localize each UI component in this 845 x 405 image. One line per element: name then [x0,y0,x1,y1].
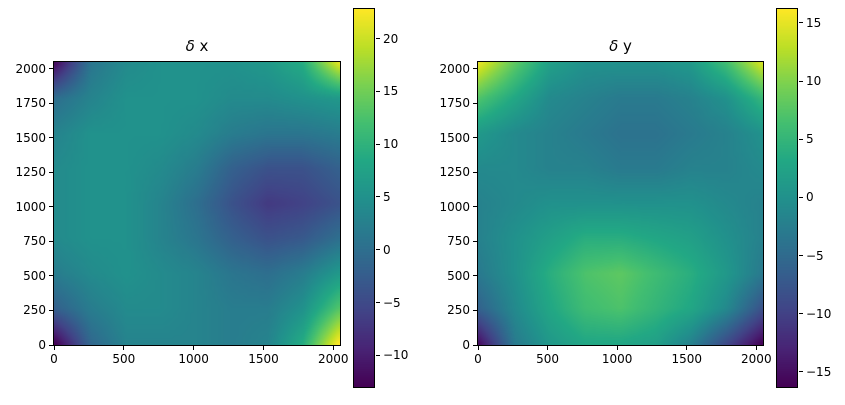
colorbar-tick-mark [376,143,380,145]
y-tick-mark [473,206,477,208]
y-tick-label: 1750 [15,96,46,111]
x-tick-label: 500 [112,352,136,366]
colorbar-tick-mark [799,196,803,198]
colorbar-tick-label: 0 [383,242,391,257]
y-tick-mark [473,344,477,346]
y-tick-label: 750 [447,234,470,249]
y-tick-mark [473,240,477,242]
plot-title-delta-x: δ x [54,37,340,55]
colorbar-tick-label: 15 [806,15,822,30]
y-tick-label: 2000 [439,61,470,76]
y-tick-mark [49,102,53,104]
colorbar-tick-label: 5 [383,189,391,204]
x-tick-label: 1000 [178,352,209,366]
colorbar-tick-label: 15 [383,84,399,99]
y-tick-mark [49,309,53,311]
y-tick-label: 0 [462,338,470,352]
y-tick-mark [49,275,53,277]
x-tick-label: 2000 [741,352,772,366]
y-tick-label: 1000 [439,199,470,214]
colorbar-tick-mark [799,255,803,257]
x-tick-label: 1000 [601,352,633,366]
y-tick-mark [473,68,477,70]
x-tick-mark [262,346,264,350]
y-tick-mark [473,275,477,277]
colorbar-tick-mark [799,22,803,24]
y-tick-mark [473,137,477,139]
y-tick-label: 1000 [15,199,46,214]
x-tick-mark [193,346,195,350]
delta-symbol: δ [609,37,619,55]
y-tick-label: 500 [23,268,46,283]
x-tick-label: 0 [474,352,482,366]
colorbar-tick-mark [376,249,380,251]
y-tick-label: 500 [447,268,470,283]
x-tick-mark [547,346,549,350]
y-tick-label: 1500 [439,130,470,145]
colorbar-tick-mark [376,196,380,198]
colorbar-tick-label: 10 [383,137,399,152]
y-tick-mark [473,309,477,311]
colorbar-tick-mark [376,38,380,40]
colorbar-tick-mark [799,371,803,373]
colorbar-tick-label: 5 [806,132,814,147]
colorbar-tick-label: 20 [383,31,399,46]
heatmap-delta-y [477,61,764,346]
colorbar-tick-mark [376,90,380,92]
y-tick-mark [49,137,53,139]
x-tick-label: 1500 [671,352,703,366]
x-tick-mark [123,346,125,350]
y-tick-label: 250 [447,303,470,318]
colorbar-tick-mark [799,313,803,315]
x-tick-label: 500 [536,352,560,366]
plot-title-suffix: x [194,37,209,55]
plot-title-delta-y: δ y [478,37,763,55]
y-tick-label: 1750 [439,96,470,111]
y-tick-label: 1250 [15,165,46,180]
y-tick-label: 0 [38,338,46,352]
y-tick-mark [49,344,53,346]
colorbar-tick-label: −5 [383,295,401,310]
x-tick-label: 0 [50,352,58,366]
x-tick-mark [686,346,688,350]
y-tick-mark [473,171,477,173]
colorbar-tick-label: −10 [383,348,409,363]
y-tick-mark [49,240,53,242]
y-tick-label: 1500 [15,130,46,145]
colorbar-tick-label: −10 [806,306,832,321]
plot-title-suffix: y [618,37,632,55]
delta-symbol: δ [185,37,195,55]
colorbar-delta-y [776,8,798,388]
colorbar-tick-label: 0 [806,190,814,205]
heatmap-delta-x [53,61,341,346]
colorbar-tick-mark [799,138,803,140]
y-tick-mark [473,102,477,104]
colorbar-tick-label: 10 [806,74,822,89]
x-tick-label: 2000 [318,352,349,366]
x-tick-mark [755,346,757,350]
colorbar-tick-mark [376,354,380,356]
colorbar-tick-mark [376,302,380,304]
colorbar-tick-mark [799,80,803,82]
colorbar-tick-label: −5 [806,248,824,263]
y-tick-mark [49,68,53,70]
y-tick-label: 250 [23,303,46,318]
colorbar-tick-label: −15 [806,364,832,379]
x-tick-mark [332,346,334,350]
x-tick-mark [477,346,479,350]
y-tick-mark [49,171,53,173]
y-tick-label: 2000 [15,61,46,76]
x-tick-mark [616,346,618,350]
x-tick-label: 1500 [248,352,279,366]
y-tick-mark [49,206,53,208]
x-tick-mark [53,346,55,350]
y-tick-label: 750 [23,234,46,249]
colorbar-delta-x [353,8,375,388]
y-tick-label: 1250 [439,165,470,180]
